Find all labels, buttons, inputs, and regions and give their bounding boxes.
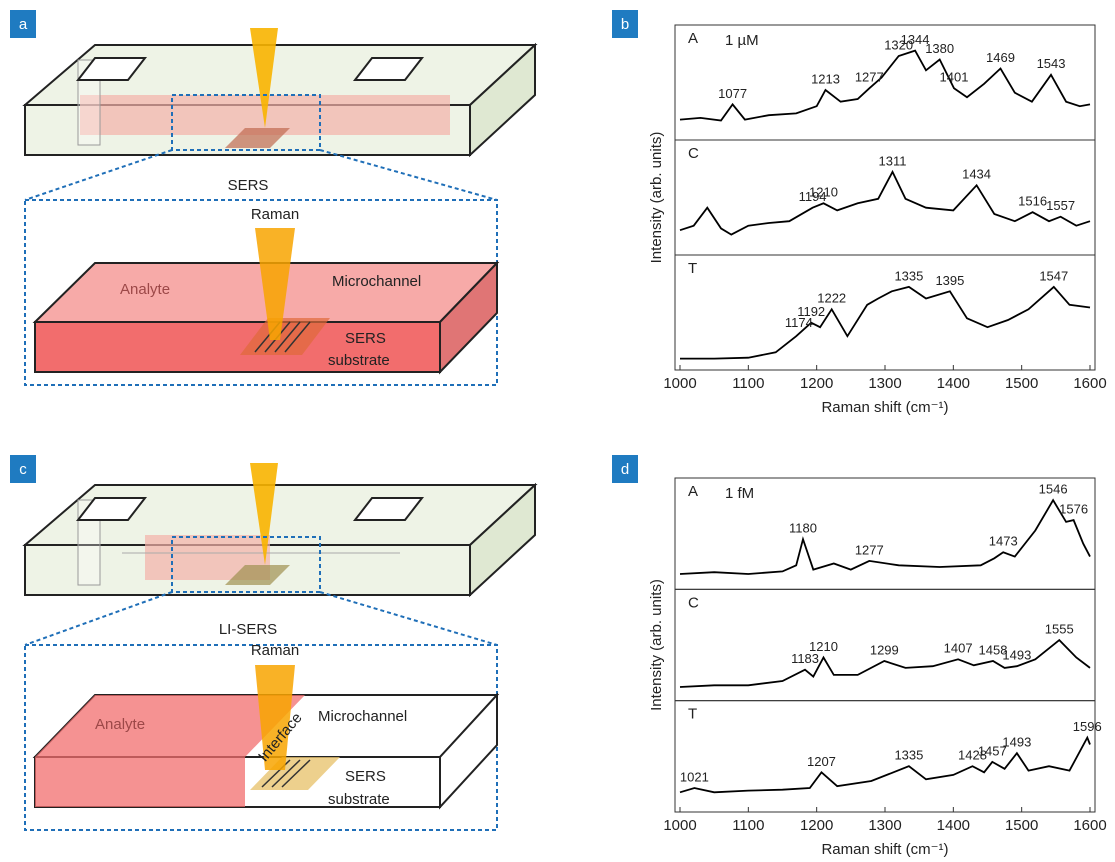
panel-a: a SERS Raman Analyte Microchannel SERS s…	[10, 10, 535, 385]
zoom-line	[320, 592, 497, 645]
spectrum	[680, 500, 1090, 574]
peak-label: 1555	[1045, 622, 1074, 637]
peak-label: 1547	[1039, 268, 1068, 283]
series-name: A	[688, 483, 698, 500]
peak-label: 1469	[986, 50, 1015, 65]
x-tick-label: 1400	[937, 817, 970, 834]
channel-label: Microchannel	[332, 273, 421, 290]
analyte-label: Analyte	[120, 281, 170, 298]
zoom-line	[320, 150, 497, 200]
peak-label: 1077	[718, 86, 747, 101]
panel-c: c LI-SERS Raman Analyte Microchannel Int…	[10, 455, 535, 830]
x-axis-label: Raman shift (cm⁻¹)	[821, 841, 948, 858]
peak-label: 1210	[809, 185, 838, 200]
peak-label: 1277	[855, 70, 884, 85]
subplot-frame	[675, 701, 1095, 812]
peak-label: 1311	[879, 153, 907, 168]
x-tick-label: 1600	[1073, 375, 1106, 392]
x-tick-label: 1400	[937, 375, 970, 392]
y-axis-label: Intensity (arb. units)	[648, 132, 665, 264]
peak-label: 1546	[1039, 482, 1068, 497]
peak-label: 1434	[962, 167, 991, 182]
zoom-line	[25, 592, 172, 645]
panel-label: c	[19, 461, 27, 478]
series-name: A	[688, 30, 698, 47]
figure: a SERS Raman Analyte Microchannel SERS s…	[0, 0, 1115, 862]
substrate-label: substrate	[328, 791, 390, 808]
x-tick-label: 1100	[732, 375, 764, 392]
series-name: T	[688, 706, 697, 723]
peak-label: 1543	[1037, 56, 1066, 71]
raman-label: Raman	[251, 642, 299, 659]
peak-label: 1213	[811, 71, 840, 86]
x-tick-label: 1200	[800, 817, 833, 834]
y-axis-label: Intensity (arb. units)	[648, 579, 665, 711]
peak-label: 1401	[940, 70, 969, 85]
peak-label: 1277	[855, 542, 884, 557]
channel-label: Microchannel	[318, 708, 407, 725]
peak-label: 1210	[809, 639, 838, 654]
peak-label: 1516	[1018, 194, 1047, 209]
substrate-label: substrate	[328, 352, 390, 369]
x-tick-label: 1100	[732, 817, 764, 834]
caption: LI-SERS	[219, 621, 277, 638]
peak-label: 1557	[1046, 198, 1075, 213]
substrate-label: SERS	[345, 768, 386, 785]
spectrum	[680, 287, 1090, 359]
x-tick-label: 1500	[1005, 817, 1038, 834]
peak-label: 1021	[680, 769, 709, 784]
series-name: C	[688, 145, 699, 162]
x-tick-label: 1000	[663, 817, 696, 834]
peak-label: 1576	[1059, 502, 1088, 517]
peak-label: 1180	[789, 521, 817, 536]
raman-label: Raman	[251, 206, 299, 223]
analyte-label: Analyte	[95, 716, 145, 733]
x-tick-label: 1300	[868, 817, 901, 834]
x-tick-label: 1600	[1073, 817, 1106, 834]
series-name: T	[688, 260, 697, 277]
peak-label: 1174	[785, 315, 813, 330]
peak-label: 1335	[894, 748, 923, 763]
caption: SERS	[228, 177, 269, 194]
substrate-label: SERS	[345, 330, 386, 347]
x-tick-label: 1200	[800, 375, 833, 392]
peak-label: 1207	[807, 754, 836, 769]
concentration: 1 µM	[725, 32, 759, 49]
zoom-line	[25, 150, 172, 200]
peak-label: 1299	[870, 642, 899, 657]
x-tick-label: 1500	[1005, 375, 1038, 392]
peak-label: 1493	[1002, 735, 1031, 750]
peak-label: 1407	[944, 641, 973, 656]
peak-label: 1493	[1002, 648, 1031, 663]
peak-label: 1222	[817, 291, 846, 306]
peak-label: 1380	[925, 41, 954, 56]
peak-label: 1596	[1073, 719, 1102, 734]
peak-label: 1473	[989, 534, 1018, 549]
panel-label: a	[19, 16, 28, 33]
x-tick-label: 1300	[868, 375, 901, 392]
concentration: 1 fM	[725, 485, 754, 502]
peak-label: 1395	[935, 273, 964, 288]
peak-label: 1335	[894, 268, 923, 283]
series-name: C	[688, 594, 699, 611]
x-axis-label: Raman shift (cm⁻¹)	[821, 399, 948, 416]
x-tick-label: 1000	[663, 375, 696, 392]
panel-label: b	[621, 16, 629, 33]
subplot-frame	[675, 255, 1095, 370]
panel-label: d	[621, 461, 629, 478]
